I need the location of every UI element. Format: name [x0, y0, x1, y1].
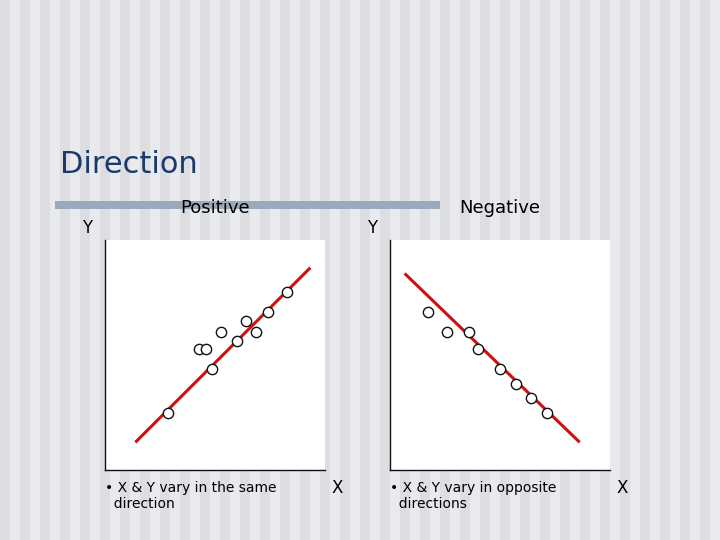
Point	[231, 336, 243, 345]
Point	[282, 287, 293, 296]
Bar	[560, 0, 570, 540]
Text: • X & Y vary in opposite
  directions: • X & Y vary in opposite directions	[390, 481, 557, 511]
Point	[422, 308, 433, 316]
Bar	[280, 0, 290, 540]
Bar	[520, 0, 530, 540]
Point	[441, 328, 452, 336]
Bar	[55, 201, 440, 209]
Bar	[180, 0, 190, 540]
Bar	[420, 0, 430, 540]
Bar	[0, 0, 10, 540]
Point	[463, 328, 474, 336]
Bar	[680, 0, 690, 540]
Point	[541, 408, 553, 417]
Point	[263, 308, 274, 316]
Bar	[600, 0, 610, 540]
Bar	[400, 0, 410, 540]
Bar	[440, 0, 450, 540]
Bar	[640, 0, 650, 540]
Bar	[240, 0, 250, 540]
Point	[194, 345, 205, 354]
Bar	[60, 0, 70, 540]
Bar	[160, 0, 170, 540]
Text: Positive: Positive	[180, 199, 250, 217]
Point	[250, 328, 261, 336]
Bar	[220, 0, 230, 540]
Bar	[140, 0, 150, 540]
Bar	[580, 0, 590, 540]
Text: • X & Y vary in the same
  direction: • X & Y vary in the same direction	[105, 481, 276, 511]
Bar	[340, 0, 350, 540]
Text: X: X	[616, 479, 628, 497]
Bar	[40, 0, 50, 540]
Bar	[500, 0, 510, 540]
Bar	[200, 0, 210, 540]
Point	[206, 365, 217, 374]
Text: Y: Y	[81, 219, 92, 237]
Bar	[380, 0, 390, 540]
Point	[472, 345, 484, 354]
Bar	[120, 0, 130, 540]
Point	[200, 345, 212, 354]
Text: Negative: Negative	[459, 199, 541, 217]
Bar	[700, 0, 710, 540]
Bar	[20, 0, 30, 540]
Point	[526, 394, 537, 402]
Text: Direction: Direction	[60, 150, 198, 179]
Bar	[260, 0, 270, 540]
Point	[494, 365, 505, 374]
Bar	[460, 0, 470, 540]
Point	[510, 380, 521, 388]
Bar	[480, 0, 490, 540]
Bar	[100, 0, 110, 540]
Point	[240, 316, 252, 325]
Bar	[360, 0, 370, 540]
Text: Y: Y	[366, 219, 377, 237]
Bar	[660, 0, 670, 540]
Point	[162, 408, 174, 417]
Point	[215, 328, 227, 336]
Bar	[320, 0, 330, 540]
Bar	[620, 0, 630, 540]
Bar	[540, 0, 550, 540]
Bar	[300, 0, 310, 540]
Text: X: X	[332, 479, 343, 497]
Bar	[80, 0, 90, 540]
